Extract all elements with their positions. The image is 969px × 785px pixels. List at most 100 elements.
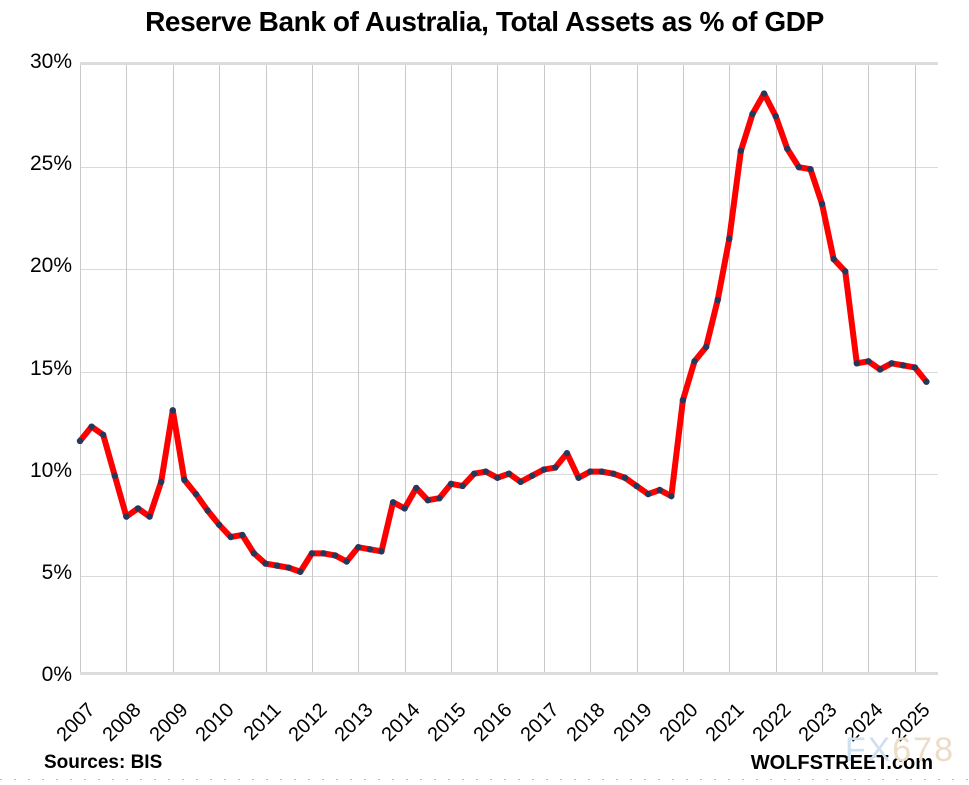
x-axis-tick-label: 2025 xyxy=(887,699,935,747)
gridline-vertical xyxy=(358,65,360,672)
data-point-marker xyxy=(482,468,490,475)
data-point-marker xyxy=(343,558,350,565)
data-point-marker xyxy=(633,482,640,490)
gridline-vertical xyxy=(729,65,731,672)
data-point-marker xyxy=(900,362,907,369)
gridline-vertical xyxy=(451,65,453,672)
gridline-horizontal xyxy=(80,269,938,271)
y-axis-tick-label: 10% xyxy=(29,458,72,482)
y-axis-tick-label: 0% xyxy=(41,663,72,686)
data-point-marker xyxy=(366,546,374,553)
data-point-marker xyxy=(830,255,837,263)
data-point-marker xyxy=(563,450,571,457)
chart-title: Reserve Bank of Australia, Total Assets … xyxy=(145,6,824,37)
gridline-vertical xyxy=(404,65,406,672)
gridline-vertical xyxy=(636,65,638,672)
y-axis-tick-label: 25% xyxy=(29,152,72,176)
x-axis: 2007 2008 2009 2010 2011 2012 2013 2014 2015 2016… xyxy=(0,675,969,746)
x-axis-tick-label: 2018 xyxy=(562,699,610,747)
series-markers xyxy=(76,90,930,575)
data-point-marker xyxy=(389,499,397,506)
data-point-marker xyxy=(111,472,118,479)
data-point-marker xyxy=(355,544,362,551)
x-axis-tick-label: 2008 xyxy=(98,699,146,747)
data-point-marker xyxy=(749,110,756,118)
data-point-marker xyxy=(668,492,675,500)
data-point-marker xyxy=(99,431,107,439)
x-axis-tick-label: 2009 xyxy=(145,699,193,747)
gridline-vertical xyxy=(172,65,174,672)
data-point-marker xyxy=(621,474,629,481)
x-axis-tick-label: 2013 xyxy=(330,699,378,747)
data-point-marker xyxy=(540,466,547,473)
gridline-vertical xyxy=(126,65,128,672)
data-point-marker xyxy=(679,396,687,404)
data-point-marker xyxy=(888,360,895,367)
gridline-horizontal xyxy=(80,575,938,577)
data-point-marker xyxy=(691,358,698,365)
data-point-marker xyxy=(586,468,594,475)
x-axis-tick-label: 2011 xyxy=(239,699,286,745)
data-point-marker xyxy=(714,296,721,304)
x-axis-tick-label: 2014 xyxy=(377,699,425,747)
gridline-vertical xyxy=(265,65,267,672)
data-point-marker xyxy=(181,476,188,483)
series-line-chart xyxy=(76,90,930,575)
data-point-marker xyxy=(923,378,930,385)
data-point-marker xyxy=(807,166,814,173)
gridline-vertical xyxy=(868,65,870,672)
data-point-marker xyxy=(726,235,733,242)
gridline-horizontal xyxy=(80,371,938,373)
y-axis-tick-label: 20% xyxy=(29,254,72,278)
x-axis-tick-label: 2016 xyxy=(469,699,517,747)
data-point-marker xyxy=(401,505,408,512)
gridline-vertical xyxy=(311,65,313,672)
data-point-marker xyxy=(505,470,513,477)
gridline-vertical xyxy=(219,65,221,672)
gridline-vertical xyxy=(543,65,545,672)
x-axis-tick-label: 2010 xyxy=(191,699,239,747)
data-point-marker xyxy=(459,482,466,490)
data-point-marker xyxy=(285,564,292,571)
data-point-marker xyxy=(865,358,872,365)
gridline-vertical xyxy=(80,65,81,672)
data-point-marker xyxy=(88,423,95,430)
source-note: Sources: BIS xyxy=(44,752,163,773)
data-point-marker xyxy=(911,364,919,371)
data-point-marker xyxy=(262,560,269,567)
data-point-marker xyxy=(123,513,130,520)
x-axis-tick-label: 2019 xyxy=(609,699,657,747)
y-axis-tick-label: 15% xyxy=(29,356,72,380)
data-point-marker xyxy=(853,360,861,367)
data-point-marker xyxy=(447,480,455,488)
data-point-marker xyxy=(76,437,84,445)
gridline-vertical xyxy=(822,65,824,672)
y-axis-tick-label: 30% xyxy=(29,50,72,73)
x-axis-tick-label: 2021 xyxy=(701,699,749,747)
data-point-marker xyxy=(308,550,316,557)
x-axis-tick-label: 2022 xyxy=(748,699,796,747)
plot-area xyxy=(76,62,938,675)
data-point-marker xyxy=(378,548,385,555)
x-axis-tick-label: 2023 xyxy=(794,699,842,747)
data-point-marker xyxy=(146,513,153,520)
data-point-marker xyxy=(644,490,652,498)
data-point-marker xyxy=(297,568,304,575)
data-point-marker xyxy=(876,366,884,373)
data-point-marker xyxy=(215,521,223,528)
data-point-marker xyxy=(424,497,432,504)
data-point-marker xyxy=(227,533,234,541)
data-point-marker xyxy=(494,474,501,481)
data-point-marker xyxy=(656,486,663,494)
data-point-marker xyxy=(320,550,327,557)
data-point-marker xyxy=(204,507,211,514)
gridline-horizontal xyxy=(80,167,938,169)
y-axis: 0% 5% 10% 15% 20% 25% 30% xyxy=(0,0,72,785)
x-axis-tick-label: 2012 xyxy=(284,699,332,747)
data-point-marker xyxy=(772,112,779,120)
data-point-marker xyxy=(784,145,791,152)
data-point-marker xyxy=(273,562,281,569)
data-point-marker xyxy=(737,147,745,155)
gridline-vertical xyxy=(497,65,499,672)
